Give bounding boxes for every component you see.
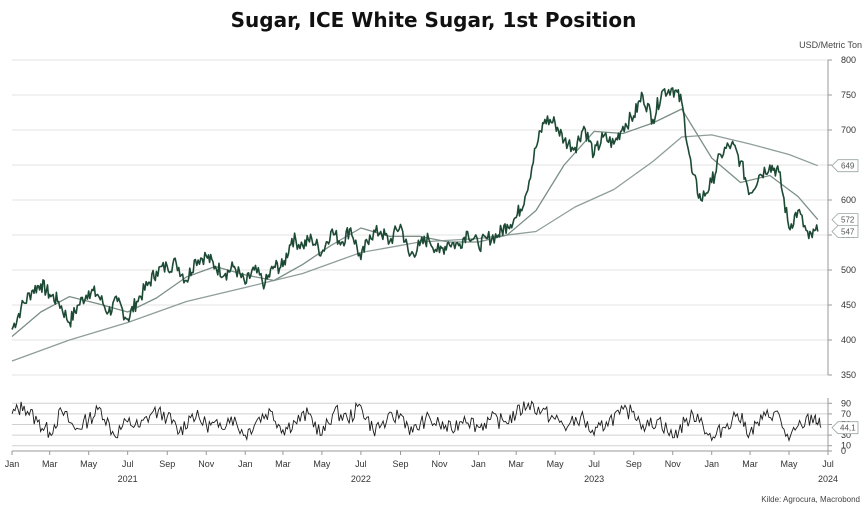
x-year-label-2024: 2024 (818, 474, 838, 484)
end-label-price: 547 (841, 228, 855, 237)
x-tick-label-4: Sep (159, 459, 175, 469)
oscillator-line (11, 400, 822, 442)
y-tick-label-500: 500 (841, 265, 856, 275)
oscillator-end-label: 44,1 (840, 424, 856, 433)
y-tick-label-800: 800 (841, 55, 856, 65)
oscillator-layer: 44,1 (11, 400, 859, 442)
x-tick-label-0: Jan (5, 459, 20, 469)
oscillator-grid: 01030507090 (12, 398, 851, 456)
series-price (11, 87, 819, 330)
y-tick-label-600: 600 (841, 195, 856, 205)
x-tick-label-3: Jul (122, 459, 134, 469)
x-tick-label-17: Nov (665, 459, 682, 469)
y-tick-label-750: 750 (841, 90, 856, 100)
end-label-box-moving-average-short (831, 213, 859, 226)
y-tick-label-700: 700 (841, 125, 856, 135)
y-tick-label-450: 450 (841, 300, 856, 310)
series-layer (11, 87, 819, 362)
x-tick-label-18: Jan (704, 459, 719, 469)
series-moving-average-long (11, 134, 819, 362)
x-tick-label-12: Jan (471, 459, 486, 469)
osc-y-tick-label-10: 10 (841, 441, 851, 451)
x-tick-label-11: Nov (431, 459, 448, 469)
x-tick-label-1: Mar (42, 459, 58, 469)
end-label-box-moving-average-long (831, 159, 859, 173)
end-value-labels: 547 572 649 (831, 159, 859, 238)
x-year-label-2023: 2023 (584, 474, 604, 484)
x-year-label-2022: 2022 (351, 474, 371, 484)
x-tick-label-20: May (781, 459, 799, 469)
osc-y-tick-label-90: 90 (841, 398, 851, 408)
y-axis-unit-label: USD/Metric Ton (799, 40, 862, 50)
x-tick-label-6: Jan (238, 459, 253, 469)
x-tick-label-2: May (80, 459, 98, 469)
end-label-moving-average-short: 572 (841, 216, 855, 225)
end-label-box-price (831, 225, 859, 238)
x-tick-label-10: Sep (393, 459, 409, 469)
osc-y-tick-label-0: 0 (841, 446, 846, 456)
x-tick-label-19: Mar (742, 459, 758, 469)
price-grid: 350400450500550600650700750800 (12, 55, 856, 380)
x-tick-label-15: Jul (588, 459, 600, 469)
osc-y-tick-label-70: 70 (841, 409, 851, 419)
y-tick-label-350: 350 (841, 370, 856, 380)
x-tick-label-8: May (313, 459, 331, 469)
x-axis: Jan Mar May Jul Sep Nov Jan Mar May Jul Sep Nov Jan M… (5, 450, 838, 484)
source-note: Kilde: Agrocura, Macrobond (761, 495, 860, 504)
osc-y-tick-label-30: 30 (841, 430, 851, 440)
y-tick-label-400: 400 (841, 335, 856, 345)
end-label-moving-average-long: 649 (841, 162, 855, 171)
x-tick-label-9: Jul (355, 459, 367, 469)
x-tick-label-5: Nov (198, 459, 215, 469)
series-moving-average-short (11, 108, 819, 337)
x-tick-label-13: Mar (508, 459, 524, 469)
x-tick-label-16: Sep (626, 459, 642, 469)
x-tick-label-14: May (547, 459, 565, 469)
oscillator-end-label-box (831, 421, 859, 435)
chart-title: Sugar, ICE White Sugar, 1st Position (230, 8, 637, 32)
x-year-label-2021: 2021 (118, 474, 138, 484)
x-tick-label-21: Jul (822, 459, 834, 469)
x-tick-label-7: Mar (275, 459, 291, 469)
